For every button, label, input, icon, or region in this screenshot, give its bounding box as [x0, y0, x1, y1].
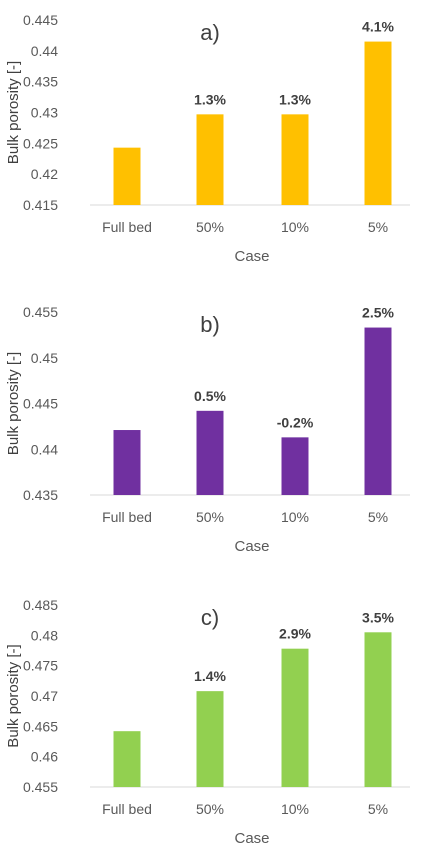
chart-title: a) — [200, 20, 220, 45]
bar — [113, 731, 141, 787]
y-tick-label: 0.47 — [31, 688, 58, 704]
data-label: 2.9% — [279, 626, 311, 642]
x-tick-label: 10% — [281, 801, 309, 817]
y-tick-label: 0.46 — [31, 749, 58, 765]
x-axis-title: Case — [234, 248, 269, 265]
y-tick-label: 0.445 — [23, 396, 58, 412]
y-tick-label: 0.465 — [23, 718, 58, 734]
data-label: 4.1% — [362, 19, 394, 35]
y-tick-label: 0.445 — [23, 12, 58, 28]
x-tick-label: Full bed — [102, 801, 152, 817]
y-tick-label: 0.45 — [31, 350, 58, 366]
y-tick-label: 0.43 — [31, 105, 58, 121]
x-tick-label: 50% — [196, 801, 224, 817]
chart-title: b) — [200, 312, 220, 337]
data-label: 1.4% — [194, 668, 226, 684]
y-tick-label: 0.455 — [23, 304, 58, 320]
bar — [281, 114, 309, 205]
data-label: 2.5% — [362, 305, 394, 321]
x-tick-label: 5% — [368, 509, 388, 525]
y-tick-label: 0.44 — [31, 43, 58, 59]
y-tick-label: 0.455 — [23, 779, 58, 795]
x-tick-label: 10% — [281, 509, 309, 525]
y-tick-label: 0.435 — [23, 487, 58, 503]
y-tick-label: 0.44 — [31, 441, 58, 457]
x-tick-label: 10% — [281, 219, 309, 235]
bar — [196, 691, 224, 787]
y-tick-label: 0.475 — [23, 658, 58, 674]
y-axis-title: Bulk porosity [-] — [5, 352, 22, 455]
y-tick-label: 0.42 — [31, 166, 58, 182]
bar — [364, 41, 392, 206]
x-tick-label: 5% — [368, 801, 388, 817]
bar — [364, 327, 392, 495]
data-label: 3.5% — [362, 609, 394, 625]
data-label: 1.3% — [279, 91, 311, 107]
x-axis-title: Case — [234, 830, 269, 847]
x-tick-label: 50% — [196, 509, 224, 525]
y-tick-label: 0.435 — [23, 74, 58, 90]
x-tick-label: Full bed — [102, 509, 152, 525]
x-tick-label: Full bed — [102, 219, 152, 235]
bar — [196, 410, 224, 495]
y-tick-label: 0.415 — [23, 197, 58, 213]
data-label: 0.5% — [194, 388, 226, 404]
data-label: -0.2% — [277, 414, 314, 430]
y-tick-label: 0.48 — [31, 627, 58, 643]
bar — [364, 632, 392, 787]
x-tick-label: 5% — [368, 219, 388, 235]
chart-title: c) — [201, 605, 219, 630]
y-tick-label: 0.425 — [23, 135, 58, 151]
bar — [196, 114, 224, 205]
y-tick-label: 0.485 — [23, 597, 58, 613]
x-tick-label: 50% — [196, 219, 224, 235]
y-axis-title: Bulk porosity [-] — [5, 644, 22, 747]
y-axis-title: Bulk porosity [-] — [5, 61, 22, 164]
x-axis-title: Case — [234, 538, 269, 555]
bar — [113, 147, 141, 205]
bar — [281, 648, 309, 787]
bar — [113, 430, 141, 495]
data-label: 1.3% — [194, 91, 226, 107]
bar — [281, 437, 309, 495]
